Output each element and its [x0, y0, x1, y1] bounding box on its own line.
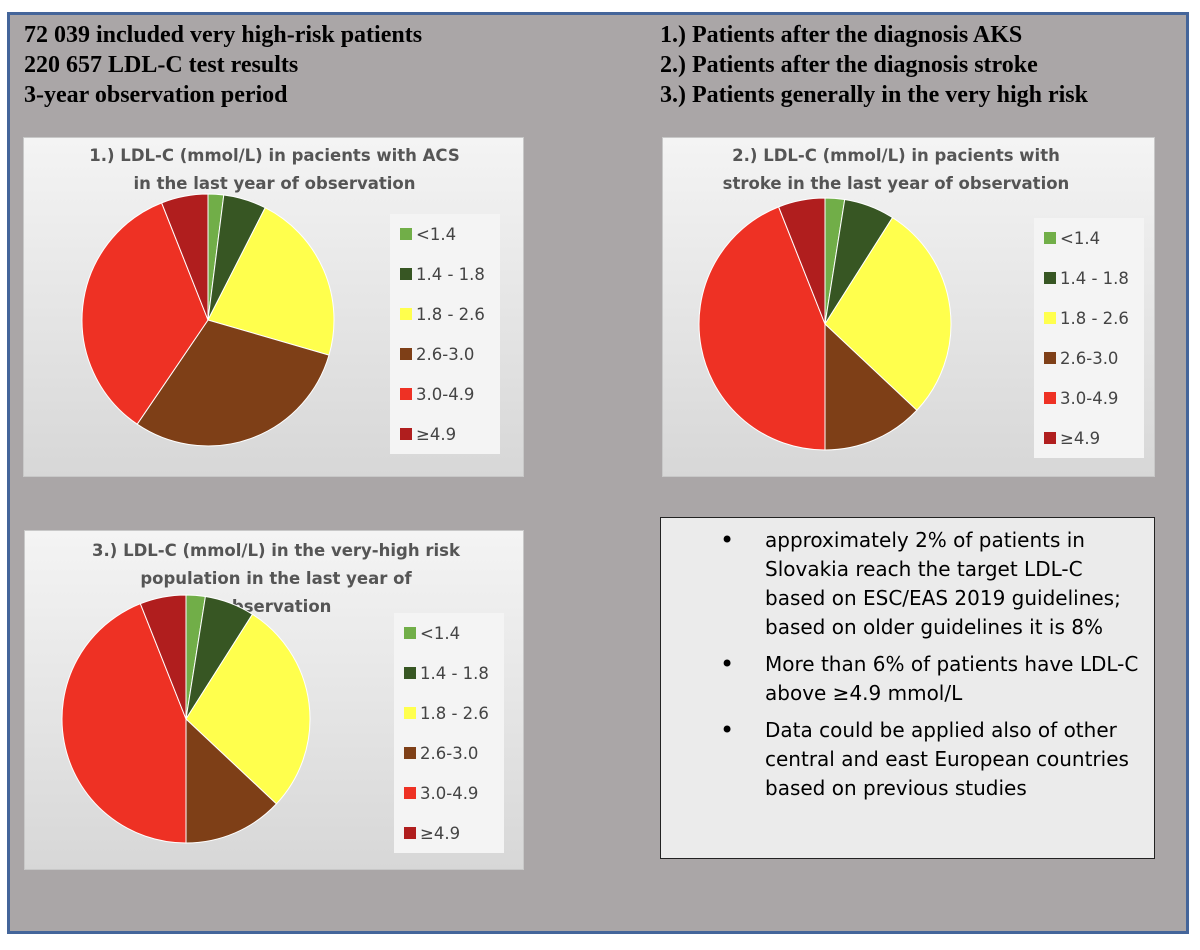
chart-1-legend-item-4: 2.6-3.0: [400, 344, 474, 364]
chart-1-legend-swatch-6: [400, 428, 412, 440]
header-left-line-2: 220 657 LDL-C test results: [24, 52, 299, 78]
chart-3-slice-5: [61, 603, 187, 844]
chart-3-title-line-2: population in the last year of: [140, 569, 412, 588]
chart-2-legend-item-1: <1.4: [1044, 228, 1100, 248]
chart-panel-2: 2.) LDL-C (mmol/L) in pacients with stro…: [662, 137, 1155, 477]
header-right-line-1: 1.) Patients after the diagnosis AKS: [660, 22, 1023, 48]
chart-2-legend-item-3: 1.8 - 2.6: [1044, 308, 1129, 328]
chart-2-slice-6: [777, 197, 826, 325]
chart-1-legend-label-6: ≥4.9: [416, 424, 457, 444]
chart-1-legend-label-4: 2.6-3.0: [416, 344, 475, 364]
chart-1-legend-item-1: <1.4: [400, 224, 456, 244]
chart-1-legend-swatch-4: [400, 348, 412, 360]
chart-3-legend-swatch-3: [404, 707, 416, 719]
chart-1-legend: <1.4 1.4 - 1.8 1.8 - 2.6 2.6-3.0 3.0-4.9 ≥4.9: [390, 214, 500, 454]
chart-2-legend-item-2: 1.4 - 1.8: [1044, 268, 1129, 288]
chart-3-legend-label-6: ≥4.9: [420, 823, 461, 843]
chart-3-slice-6: [139, 594, 187, 720]
chart-3-legend-label-2: 1.4 - 1.8: [420, 663, 489, 683]
chart-3-legend-item-1: <1.4: [404, 623, 460, 643]
chart-2-legend-item-5: 3.0-4.9: [1044, 388, 1118, 408]
chart-3-slice-4: [185, 717, 278, 844]
chart-1-slice-5: [81, 202, 209, 425]
chart-2-legend: <1.4 1.4 - 1.8 1.8 - 2.6 2.6-3.0 3.0-4.9 ≥4.9: [1034, 218, 1144, 458]
chart-2-legend-label-4: 2.6-3.0: [1060, 348, 1119, 368]
chart-1-slice-6: [160, 193, 209, 321]
chart-1-legend-swatch-1: [400, 228, 412, 240]
chart-1-legend-label-1: <1.4: [416, 224, 457, 244]
chart-1-title-line-2: in the last year of observation: [133, 174, 416, 193]
chart-3-legend-label-5: 3.0-4.9: [420, 783, 479, 803]
header-left-line-1: 72 039 included very high-risk patients: [24, 22, 423, 48]
chart-1-slice-3: [207, 207, 335, 356]
chart-1-legend-item-6: ≥4.9: [400, 424, 456, 444]
chart-1-legend-item-2: 1.4 - 1.8: [400, 264, 485, 284]
chart-2-pie: [698, 197, 952, 451]
chart-1-legend-item-5: 3.0-4.9: [400, 384, 474, 404]
chart-1-pie: [81, 193, 335, 447]
chart-3-legend-swatch-1: [404, 627, 416, 639]
chart-1-legend-item-3: 1.8 - 2.6: [400, 304, 485, 324]
header-left: 72 039 included very high-risk patients …: [24, 20, 422, 110]
note-item-1: approximately 2% of patients in Slovakia…: [720, 526, 1144, 642]
chart-3-legend-label-3: 1.8 - 2.6: [420, 703, 489, 723]
chart-3-legend: <1.4 1.4 - 1.8 1.8 - 2.6 2.6-3.0 3.0-4.9 ≥4.9: [394, 613, 504, 853]
chart-2-legend-swatch-1: [1044, 232, 1056, 244]
chart-3-pie: [61, 594, 311, 844]
chart-2-legend-swatch-5: [1044, 392, 1056, 404]
chart-2-slice-5: [698, 206, 826, 451]
notes-box: approximately 2% of patients in Slovakia…: [660, 517, 1155, 859]
chart-2-title: 2.) LDL-C (mmol/L) in pacients with stro…: [663, 142, 1129, 198]
chart-3-slice-3: [185, 613, 311, 805]
header-left-line-3: 3-year observation period: [24, 82, 288, 108]
chart-2-legend-label-6: ≥4.9: [1060, 428, 1101, 448]
note-item-3: Data could be applied also of other cent…: [720, 716, 1144, 803]
chart-2-title-line-1: 2.) LDL-C (mmol/L) in pacients with: [732, 146, 1060, 165]
chart-1-legend-label-2: 1.4 - 1.8: [416, 264, 485, 284]
chart-2-title-line-2: stroke in the last year of observation: [722, 174, 1070, 193]
chart-3-legend-item-2: 1.4 - 1.8: [404, 663, 489, 683]
chart-3-title-line-1: 3.) LDL-C (mmol/L) in the very-high risk: [92, 541, 460, 560]
chart-2-legend-item-6: ≥4.9: [1044, 428, 1100, 448]
chart-1-title-line-1: 1.) LDL-C (mmol/L) in pacients with ACS: [89, 146, 460, 165]
chart-3-legend-swatch-5: [404, 787, 416, 799]
chart-1-title: 1.) LDL-C (mmol/L) in pacients with ACS …: [24, 142, 525, 198]
chart-3-title: 3.) LDL-C (mmol/L) in the very-high risk…: [75, 537, 477, 621]
chart-3-legend-item-6: ≥4.9: [404, 823, 460, 843]
chart-2-legend-swatch-6: [1044, 432, 1056, 444]
chart-2-slice-4: [824, 322, 918, 451]
header-right-line-2: 2.) Patients after the diagnosis stroke: [660, 52, 1038, 78]
chart-1-legend-label-5: 3.0-4.9: [416, 384, 475, 404]
chart-3-legend-item-3: 1.8 - 2.6: [404, 703, 489, 723]
chart-2-legend-swatch-3: [1044, 312, 1056, 324]
header-right-line-3: 3.) Patients generally in the very high …: [660, 82, 1088, 108]
chart-1-slice-4: [136, 319, 330, 447]
chart-3-legend-label-1: <1.4: [420, 623, 461, 643]
chart-3-legend-item-5: 3.0-4.9: [404, 783, 478, 803]
chart-2-legend-label-2: 1.4 - 1.8: [1060, 268, 1129, 288]
chart-1-legend-swatch-3: [400, 308, 412, 320]
chart-2-legend-item-4: 2.6-3.0: [1044, 348, 1118, 368]
chart-3-legend-item-4: 2.6-3.0: [404, 743, 478, 763]
chart-panel-3: 3.) LDL-C (mmol/L) in the very-high risk…: [24, 530, 524, 870]
chart-3-legend-swatch-2: [404, 667, 416, 679]
chart-3-legend-label-4: 2.6-3.0: [420, 743, 479, 763]
chart-2-slice-3: [824, 216, 952, 411]
chart-3-legend-swatch-6: [404, 827, 416, 839]
chart-3-legend-swatch-4: [404, 747, 416, 759]
chart-1-legend-swatch-5: [400, 388, 412, 400]
chart-1-legend-label-3: 1.8 - 2.6: [416, 304, 485, 324]
chart-2-legend-swatch-4: [1044, 352, 1056, 364]
chart-2-legend-label-1: <1.4: [1060, 228, 1101, 248]
notes-list: approximately 2% of patients in Slovakia…: [661, 518, 1154, 803]
chart-2-legend-swatch-2: [1044, 272, 1056, 284]
chart-2-legend-label-3: 1.8 - 2.6: [1060, 308, 1129, 328]
chart-2-legend-label-5: 3.0-4.9: [1060, 388, 1119, 408]
chart-1-legend-swatch-2: [400, 268, 412, 280]
chart-panel-1: 1.) LDL-C (mmol/L) in pacients with ACS …: [23, 137, 524, 477]
note-item-2: More than 6% of patients have LDL-C abov…: [720, 650, 1144, 708]
header-right: 1.) Patients after the diagnosis AKS 2.)…: [660, 20, 1088, 110]
